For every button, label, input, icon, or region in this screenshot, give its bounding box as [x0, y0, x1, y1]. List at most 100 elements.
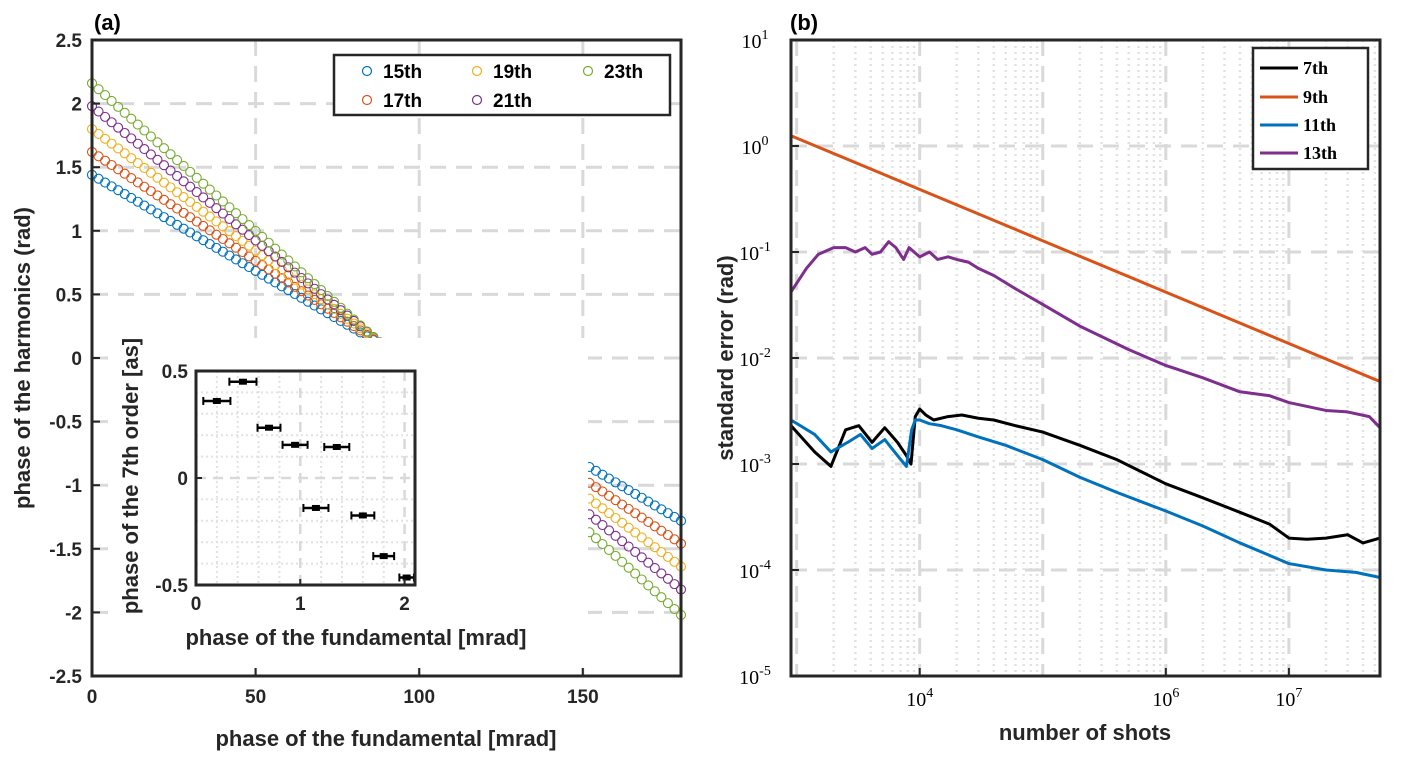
data-point-19th	[185, 196, 196, 208]
data-point-19th	[244, 240, 255, 251]
errorbars-inset	[202, 377, 415, 582]
data-point-21th	[178, 176, 189, 187]
data-point-23th	[643, 580, 654, 591]
data-point-23th	[630, 568, 641, 579]
data-point-23th	[165, 149, 176, 160]
data-point-23th	[597, 539, 608, 550]
data-point-23th	[185, 166, 196, 177]
data-point-21th	[610, 530, 621, 541]
y-tick-label-inset: 0.5	[162, 362, 189, 383]
legend-label-7th: 7th	[1303, 58, 1328, 78]
data-point-21th	[329, 299, 340, 310]
errorbar-point	[302, 503, 330, 512]
y-tick-label-a: -1	[65, 476, 82, 497]
data-point-23th	[355, 320, 366, 331]
data-point-19th	[603, 508, 615, 519]
x-tick-label-a: 50	[245, 687, 266, 708]
data-point-23th	[204, 184, 215, 195]
x-tick-label-a: 0	[87, 687, 98, 708]
data-point-23th	[309, 279, 320, 290]
data-point-23th	[329, 296, 340, 307]
data-point-21th	[289, 267, 300, 278]
y-tick-label-a: 2.5	[56, 31, 83, 52]
ticks-b: 104 106 107 101 100 10-1 10-2 10-3 10-4 10-5	[739, 28, 1302, 711]
data-point-19th	[630, 527, 641, 538]
y-tick-label-b: 10-5	[739, 664, 771, 689]
panel-label-b: (b)	[790, 10, 818, 35]
data-point-19th	[649, 542, 660, 553]
y-tick-label-inset: 0	[177, 469, 188, 490]
data-point-21th	[100, 111, 111, 122]
data-point-23th	[669, 603, 680, 615]
data-point-21th	[283, 262, 294, 273]
data-point-23th	[224, 202, 235, 213]
data-point-21th	[145, 149, 156, 160]
x-tick-label-b: 106	[1152, 686, 1179, 711]
data-point-19th	[230, 230, 242, 242]
legend-label-13th: 13th	[1303, 143, 1337, 163]
data-point-21th	[322, 294, 333, 305]
legend-label-11th: 11th	[1303, 115, 1336, 135]
data-point-21th	[590, 514, 601, 525]
data-point-19th	[597, 503, 608, 514]
data-point-23th	[257, 231, 268, 242]
y-tick-label-b: 101	[742, 28, 769, 53]
data-point-23th	[662, 598, 673, 609]
data-point-23th	[603, 544, 615, 556]
data-point-21th	[630, 546, 641, 557]
legend-label-17th: 17th	[383, 91, 422, 112]
data-point-19th	[669, 556, 680, 567]
x-tick-label-inset: 1	[295, 594, 306, 615]
data-point-19th	[335, 308, 346, 319]
legend-label-21th: 21th	[493, 91, 532, 112]
data-point-23th	[342, 308, 353, 319]
legend-box-a	[332, 53, 672, 117]
data-point-23th	[335, 302, 346, 313]
data-point-19th	[132, 158, 143, 169]
y-tick-label-b: 100	[742, 134, 769, 159]
errorbar-point	[202, 396, 232, 405]
errorbar-point	[281, 440, 309, 449]
y-axis-label-a: phase of the harmonics (rad)	[10, 207, 35, 509]
data-point-21th	[669, 579, 680, 590]
data-point-19th	[617, 517, 628, 528]
series-line-9th	[790, 134, 1381, 383]
data-point-21th	[93, 106, 104, 117]
data-point-23th	[158, 143, 170, 154]
data-point-19th	[152, 172, 163, 183]
data-point-21th	[623, 541, 634, 552]
x-axis-label-inset: phase of the fundamental [mrad]	[185, 625, 526, 650]
data-point-23th	[316, 284, 327, 296]
data-point-19th	[656, 546, 667, 558]
y-tick-label-b: 10-4	[739, 558, 771, 583]
data-point-21th	[649, 562, 660, 574]
y-tick-label-inset: -0.5	[155, 576, 188, 597]
data-point-21th	[132, 138, 143, 149]
data-point-23th	[132, 119, 143, 130]
data-point-23th	[636, 574, 647, 585]
data-point-21th	[643, 557, 654, 568]
data-point-21th	[636, 552, 647, 563]
data-point-23th	[113, 101, 124, 112]
data-point-19th	[172, 187, 183, 198]
data-point-21th	[335, 305, 346, 316]
data-point-23th	[250, 225, 261, 236]
data-point-21th	[158, 160, 170, 171]
data-point-19th	[217, 221, 228, 232]
errorbar-point	[350, 511, 376, 520]
errorbar-point	[228, 377, 258, 386]
data-point-19th	[276, 264, 287, 276]
data-point-21th	[263, 246, 274, 257]
y-axis-label-b: standard error (rad)	[713, 255, 738, 460]
data-point-23th	[296, 267, 307, 278]
data-point-23th	[590, 533, 601, 544]
data-point-19th	[204, 211, 215, 222]
data-point-21th	[302, 278, 314, 289]
data-point-21th	[165, 165, 176, 176]
x-tick-label-a: 100	[403, 687, 435, 708]
data-point-21th	[185, 181, 196, 192]
data-point-19th	[289, 274, 300, 285]
y-tick-label-a: -0.5	[49, 413, 82, 434]
